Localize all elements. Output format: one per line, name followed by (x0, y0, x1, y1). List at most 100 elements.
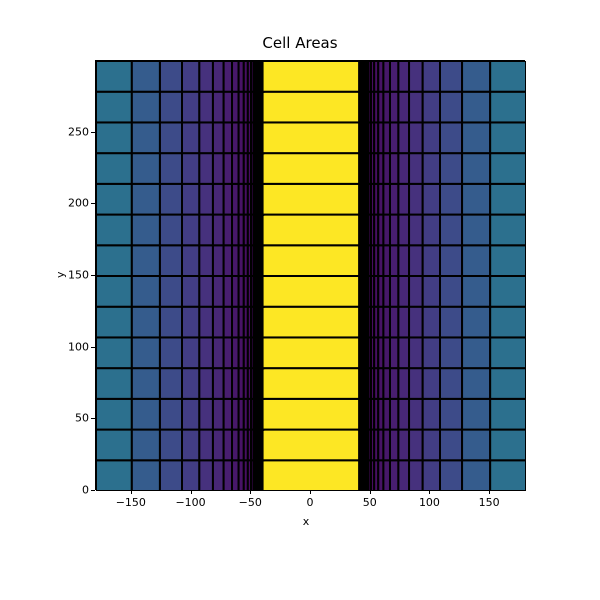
x-tick (191, 490, 192, 494)
heatmap-cell (390, 122, 398, 153)
heatmap-cell (398, 184, 409, 215)
heatmap-cell (199, 122, 213, 153)
y-tick-label: 250 (61, 125, 89, 138)
heatmap-cell (440, 337, 462, 368)
heatmap-cell (462, 153, 490, 184)
heatmap-cell (409, 61, 423, 92)
heatmap-cell (132, 215, 160, 246)
heatmap-cell (440, 399, 462, 430)
heatmap-cell (440, 184, 462, 215)
heatmap-cell (160, 122, 182, 153)
heatmap-cell (160, 460, 182, 491)
heatmap-cell (132, 122, 160, 153)
heatmap-cell (199, 184, 213, 215)
heatmap-cell (213, 430, 224, 461)
heatmap-cell (132, 460, 160, 491)
heatmap-cell (224, 122, 232, 153)
y-tick (91, 418, 95, 419)
heatmap-cell (490, 430, 526, 461)
heatmap-cell (96, 399, 132, 430)
heatmap-cell (490, 276, 526, 307)
heatmap-cell (224, 92, 232, 123)
heatmap-cell (462, 460, 490, 491)
heatmap-cell (96, 460, 132, 491)
heatmap-cell (263, 245, 360, 276)
heatmap-cell (263, 399, 360, 430)
heatmap-cell (409, 245, 423, 276)
heatmap-cell (409, 307, 423, 338)
heatmap-cell (199, 153, 213, 184)
heatmap-cell (440, 307, 462, 338)
heatmap-cell (462, 245, 490, 276)
heatmap-cell (213, 245, 224, 276)
heatmap-cell (96, 184, 132, 215)
heatmap-cell (423, 184, 440, 215)
heatmap-cell (390, 430, 398, 461)
heatmap-cell (263, 307, 360, 338)
heatmap-cell (132, 307, 160, 338)
heatmap-cell (390, 276, 398, 307)
heatmap-cell (440, 460, 462, 491)
heatmap-cell (96, 122, 132, 153)
heatmap-cell (462, 307, 490, 338)
heatmap-cell (390, 337, 398, 368)
heatmap-cell (96, 307, 132, 338)
heatmap-cell (398, 337, 409, 368)
heatmap-cell (96, 430, 132, 461)
heatmap-cell (182, 92, 199, 123)
heatmap-cell (398, 153, 409, 184)
heatmap-cell (423, 430, 440, 461)
heatmap-cell (160, 184, 182, 215)
heatmap-cell (263, 92, 360, 123)
heatmap-cell (490, 215, 526, 246)
heatmap-cell (182, 215, 199, 246)
heatmap-cell (423, 153, 440, 184)
x-tick-label: 100 (419, 496, 440, 509)
heatmap-cell (423, 460, 440, 491)
heatmap-cell (199, 245, 213, 276)
heatmap-cell (213, 307, 224, 338)
heatmap-cell (132, 337, 160, 368)
x-tick (310, 490, 311, 494)
heatmap-cell (263, 184, 360, 215)
heatmap-cell (199, 337, 213, 368)
heatmap-cell (199, 399, 213, 430)
axes-area (95, 60, 525, 490)
heatmap-cell (96, 245, 132, 276)
heatmap-cell (390, 245, 398, 276)
heatmap-cell (132, 153, 160, 184)
heatmap-cell (213, 153, 224, 184)
heatmap-cell (132, 92, 160, 123)
y-tick (91, 132, 95, 133)
heatmap-cell (398, 460, 409, 491)
x-tick (131, 490, 132, 494)
heatmap-cell (409, 276, 423, 307)
heatmap-cell (263, 153, 360, 184)
heatmap-cell (390, 61, 398, 92)
x-tick (489, 490, 490, 494)
heatmap-cell (182, 276, 199, 307)
heatmap-cell (440, 153, 462, 184)
heatmap-cell (224, 399, 232, 430)
heatmap-cell (462, 430, 490, 461)
heatmap-cell (182, 430, 199, 461)
heatmap-cell (409, 184, 423, 215)
heatmap-cell (224, 153, 232, 184)
heatmap-cell (490, 122, 526, 153)
heatmap-cell (398, 307, 409, 338)
heatmap-cell (199, 92, 213, 123)
heatmap-cell (490, 184, 526, 215)
heatmap-cell (423, 215, 440, 246)
heatmap-cell (213, 460, 224, 491)
heatmap-cell (182, 153, 199, 184)
heatmap-cell (199, 61, 213, 92)
heatmap-cell (132, 399, 160, 430)
heatmap-cell (160, 153, 182, 184)
heatmap-cell (160, 92, 182, 123)
heatmap-cell (409, 399, 423, 430)
heatmap-cell (199, 368, 213, 399)
x-tick-label: −50 (239, 496, 262, 509)
heatmap-cell (224, 276, 232, 307)
heatmap-cell (182, 460, 199, 491)
heatmap-cell (96, 92, 132, 123)
